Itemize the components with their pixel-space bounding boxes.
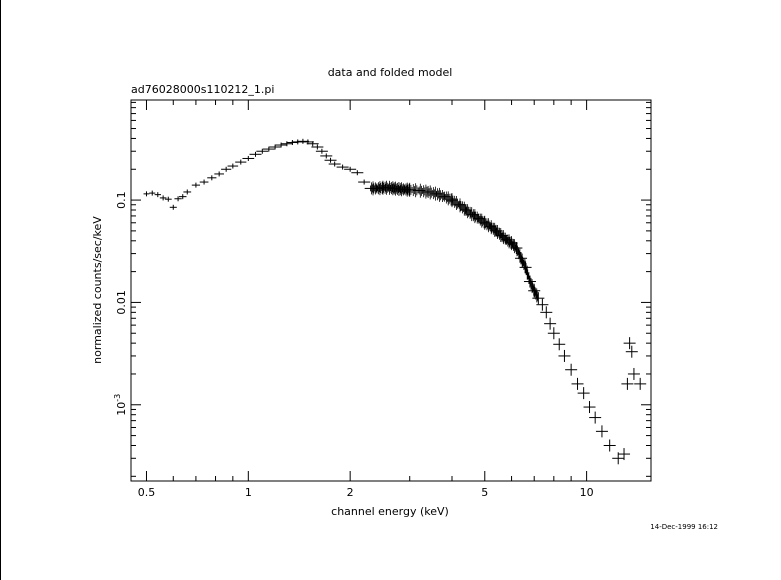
- x-tick-label: 1: [245, 486, 252, 499]
- data-point: [536, 298, 549, 311]
- data-point: [221, 166, 232, 172]
- data-point: [544, 317, 557, 330]
- data-point: [634, 377, 647, 390]
- x-tick-label: 5: [481, 486, 488, 499]
- data-point: [315, 148, 328, 154]
- data-point: [249, 151, 262, 157]
- data-point: [174, 196, 182, 202]
- data-point: [286, 140, 299, 146]
- data-point: [328, 161, 341, 167]
- data-point: [320, 153, 333, 159]
- y-tick-label: 0.1: [115, 191, 128, 209]
- data-point: [154, 192, 161, 198]
- chart-subtitle: ad76028000s110212_1.pi: [131, 83, 274, 96]
- data-point: [291, 139, 304, 145]
- y-tick-label: 0.01: [115, 290, 128, 315]
- data-point: [149, 190, 156, 196]
- x-tick-label: 0.5: [138, 486, 156, 499]
- data-point: [540, 306, 553, 319]
- data-points: [143, 138, 647, 465]
- data-point: [143, 191, 150, 197]
- data-point: [324, 157, 337, 163]
- data-point: [306, 141, 319, 147]
- timestamp: 14-Dec-1999 16:12: [650, 523, 718, 531]
- data-point: [625, 345, 638, 358]
- data-point: [351, 170, 364, 176]
- data-point: [227, 163, 239, 169]
- data-point: [553, 338, 566, 351]
- data-point: [183, 189, 192, 195]
- y-axis-label: normalized counts/sec/keV: [91, 216, 104, 364]
- data-point: [344, 166, 357, 172]
- data-point: [565, 363, 578, 376]
- data-point: [623, 337, 636, 350]
- data-point: [169, 204, 177, 210]
- chart-title: data and folded model: [328, 66, 453, 79]
- data-point: [256, 148, 269, 154]
- data-point: [214, 171, 224, 177]
- axis-ticks: 0.5 1 2 5 10 0.1 0.01 10-3: [113, 100, 651, 499]
- data-point: [262, 146, 275, 152]
- data-point: [532, 292, 545, 305]
- x-tick-label: 2: [347, 486, 354, 499]
- x-axis-label: channel energy (keV): [331, 505, 449, 518]
- window-left-edge: [0, 0, 1, 580]
- data-point: [235, 159, 247, 165]
- data-point: [583, 401, 596, 414]
- data-point: [558, 349, 571, 362]
- y-tick-label: 10-3: [113, 394, 128, 416]
- data-point: [311, 144, 324, 150]
- data-point: [595, 425, 608, 438]
- x-tick-label: 10: [580, 486, 594, 499]
- data-point: [603, 439, 616, 452]
- data-point: [199, 179, 209, 185]
- data-point: [547, 327, 560, 340]
- data-point: [242, 155, 255, 161]
- data-point: [627, 367, 640, 380]
- data-point: [336, 164, 349, 170]
- data-point: [159, 195, 167, 201]
- data-point: [358, 179, 371, 185]
- data-point: [589, 411, 602, 424]
- data-point: [571, 377, 584, 390]
- data-point: [577, 387, 590, 400]
- data-point: [178, 194, 187, 200]
- data-point: [164, 196, 172, 202]
- plot-frame: [130, 99, 652, 482]
- data-point: [296, 138, 309, 144]
- data-point: [621, 377, 634, 390]
- data-point: [207, 175, 217, 181]
- data-point: [191, 182, 201, 188]
- data-point: [618, 448, 631, 461]
